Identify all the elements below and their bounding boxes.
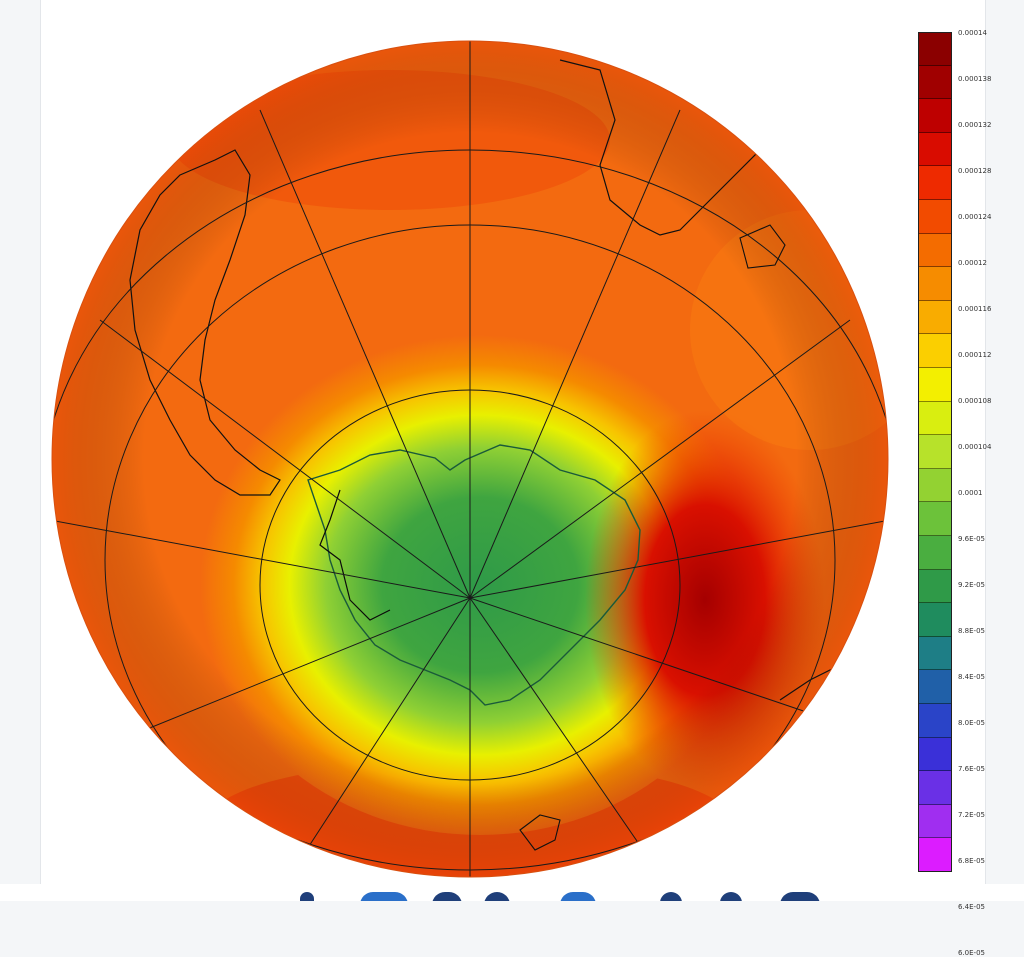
colorbar-label: 0.000116: [958, 305, 992, 313]
bottom-glyph: [484, 892, 510, 901]
colorbar-cell: [918, 435, 952, 469]
colorbar-cell: [918, 704, 952, 738]
colorbar-cell: [918, 32, 952, 66]
colorbar-label: 8.0E-05: [958, 719, 985, 727]
colorbar-cell: [918, 670, 952, 704]
colorbar-label: 0.000108: [958, 397, 992, 405]
colorbar-cell: [918, 300, 952, 335]
antarctica-coast: [307, 444, 641, 706]
meridians: [52, 41, 888, 877]
colorbar-cell: [918, 132, 952, 167]
colorbar-cell: [918, 737, 952, 772]
bottom-glyph: [300, 892, 314, 901]
colorbar-cell: [918, 569, 952, 604]
colorbar-cell: [918, 603, 952, 637]
colorbar-label: 0.00014: [958, 29, 987, 37]
colorbar-cell: [918, 401, 952, 436]
colorbar-frame: [918, 32, 952, 872]
bottom-glyph: [360, 892, 408, 901]
south-america-coast: [129, 149, 281, 496]
antarctic-peninsula: [319, 489, 391, 621]
colorbar-label: 6.8E-05: [958, 857, 985, 865]
polar-map: [51, 40, 889, 878]
colorbar-cell: [918, 233, 952, 268]
new-zealand-coast: [519, 814, 561, 851]
colorbar-cell: [918, 267, 952, 301]
colorbar-cell: [918, 804, 952, 839]
colorbar-legend: 0.00014 0.000138 0.000132 0.000128 0.000124 0…: [918, 29, 1018, 957]
colorbar-label: 7.6E-05: [958, 765, 985, 773]
colorbar-cell: [918, 200, 952, 234]
colorbar-label: 0.000104: [958, 443, 992, 451]
colorbar-label: 8.8E-05: [958, 627, 985, 635]
colorbar-cell: [918, 502, 952, 536]
colorbar-cell: [918, 65, 952, 100]
colorbar-cell: [918, 771, 952, 805]
colorbar-label: 9.6E-05: [958, 535, 985, 543]
colorbar-label: 0.000128: [958, 167, 992, 175]
disk-edge: [51, 40, 889, 878]
colorbar-label: 0.00012: [958, 259, 987, 267]
bottom-glyph: [660, 892, 682, 901]
bottom-strip: [0, 884, 1024, 901]
colorbar-label: 8.4E-05: [958, 673, 985, 681]
bottom-glyph: [432, 892, 462, 901]
bottom-glyph: [780, 892, 820, 901]
colorbar-label: 0.0001: [958, 489, 983, 497]
bottom-glyph: [560, 892, 596, 901]
colorbar-cell: [918, 636, 952, 671]
colorbar-cell: [918, 468, 952, 503]
colorbar-cell: [918, 838, 952, 872]
colorbar-cell: [918, 99, 952, 133]
colorbar-cell: [918, 536, 952, 570]
colorbar-label: 7.2E-05: [958, 811, 985, 819]
bottom-glyph: [720, 892, 742, 901]
colorbar-label: 6.4E-05: [958, 903, 985, 911]
colorbar-label: 0.000112: [958, 351, 992, 359]
map-disk: [52, 41, 888, 877]
colorbar-label: 0.000132: [958, 121, 992, 129]
colorbar-label: 9.2E-05: [958, 581, 985, 589]
madagascar-coast: [739, 224, 786, 269]
colorbar-cell: [918, 166, 952, 200]
colorbar-label: 0.000124: [958, 213, 992, 221]
colorbar-label: 6.0E-05: [958, 949, 985, 957]
colorbar-cell: [918, 368, 952, 402]
colorbar-cell: [918, 334, 952, 368]
colorbar-label: 0.000138: [958, 75, 992, 83]
